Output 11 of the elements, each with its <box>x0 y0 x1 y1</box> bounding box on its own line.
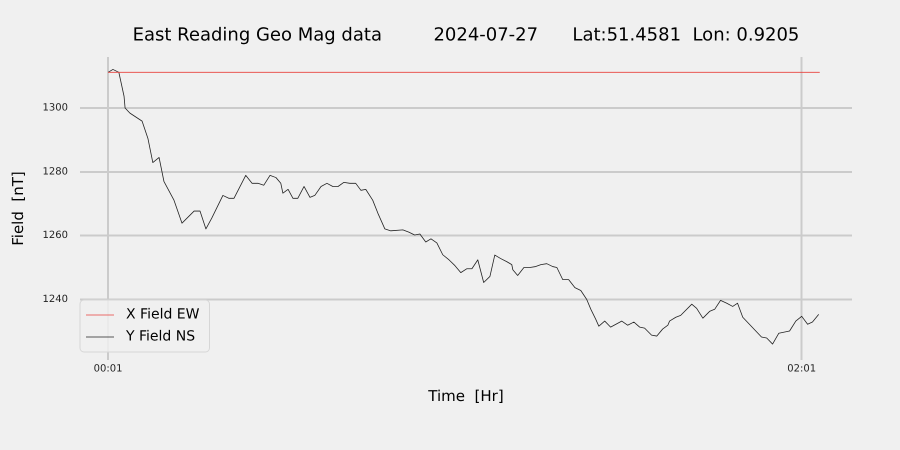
x-tick-label: 00:01 <box>94 364 123 375</box>
y-tick-label: 1300 <box>42 102 68 114</box>
y-tick-label: 1240 <box>42 294 68 305</box>
legend-label: X Field EW <box>126 306 200 323</box>
x-tick-label: 02:01 <box>787 364 816 375</box>
y-axis-title: Field [nT] <box>8 171 27 246</box>
chart-title: East Reading Geo Mag data 2024-07-27 Lat:51.4581 Lon: 0.9205 <box>132 24 800 46</box>
legend-label: Y Field NS <box>125 328 196 345</box>
y-tick-label: 1260 <box>42 230 68 242</box>
y-tick-label: 1280 <box>42 166 68 178</box>
x-axis-title: Time [Hr] <box>427 386 504 405</box>
